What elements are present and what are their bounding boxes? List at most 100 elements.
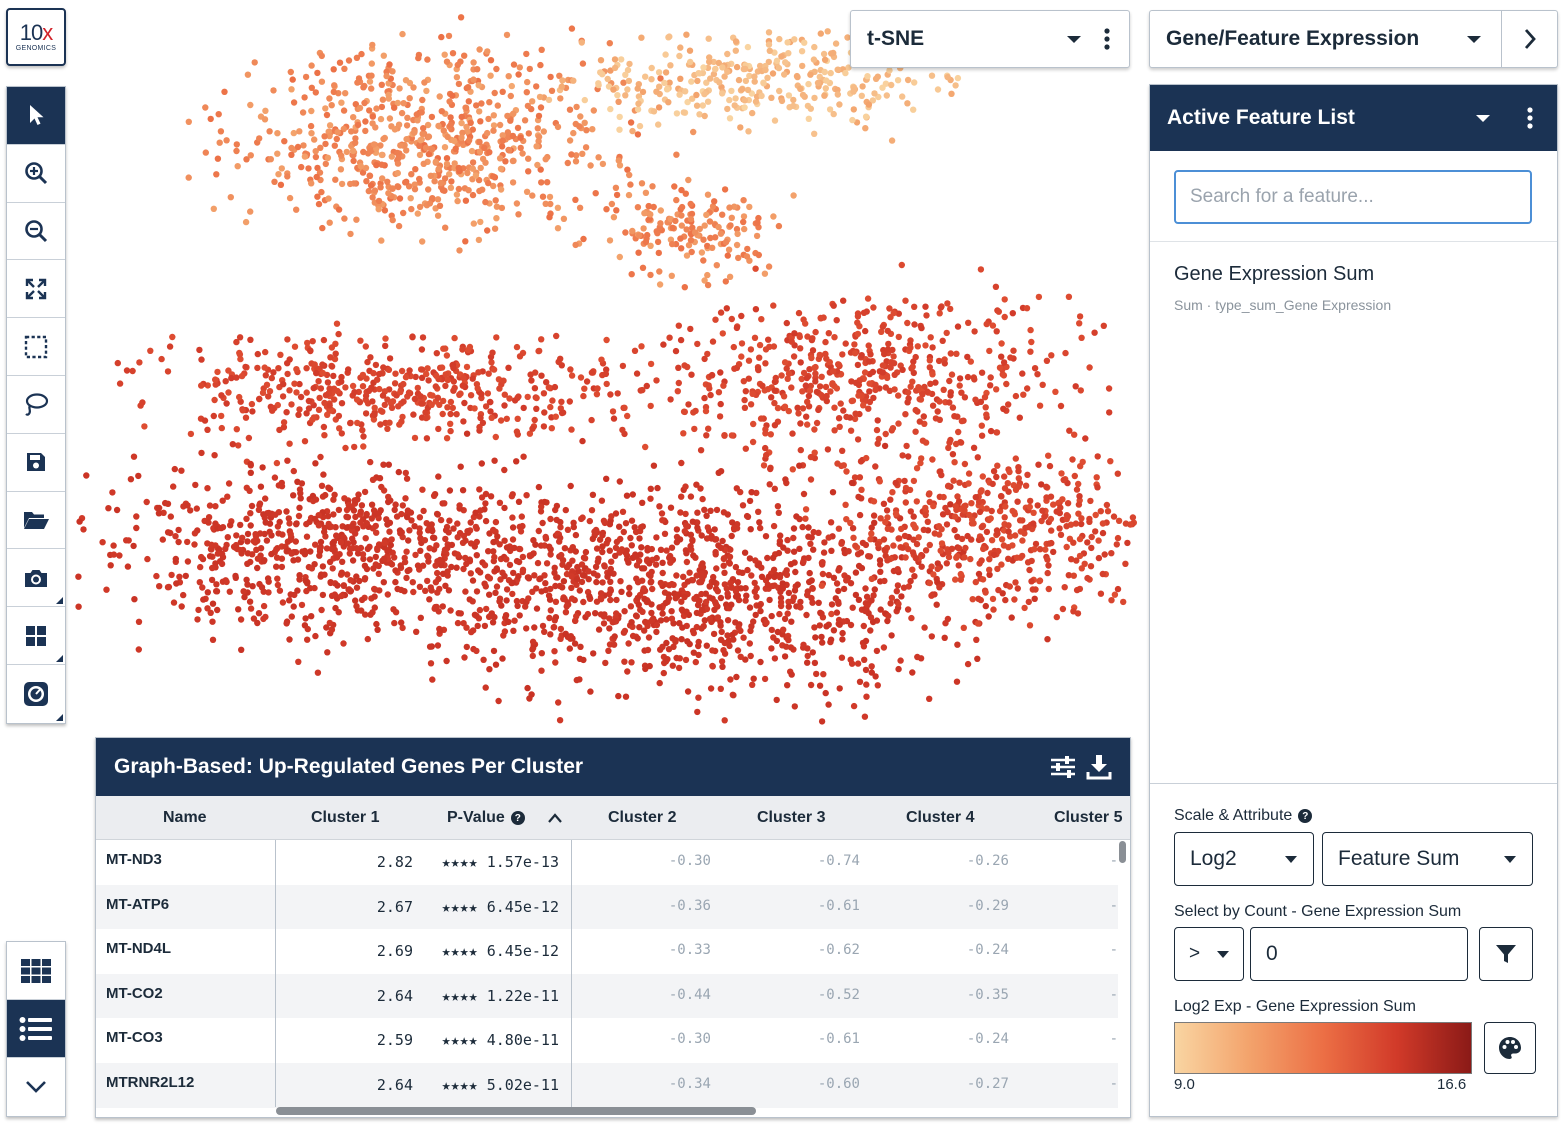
table-row[interactable]: MT-CO3 2.59 ★★★★ 4.80e-11 -0.30 -0.61 -0.24-: [96, 1018, 1118, 1063]
color-palette-button[interactable]: [1484, 1022, 1536, 1074]
help-icon[interactable]: ?: [1298, 809, 1313, 823]
cell-point: [366, 107, 373, 114]
cell-point: [680, 408, 688, 415]
cell-point: [212, 503, 219, 510]
vertical-scrollbar[interactable]: [1119, 841, 1126, 863]
column-header-cluster-2[interactable]: Cluster 2: [608, 809, 677, 826]
help-icon[interactable]: ?: [510, 811, 525, 825]
cell-point: [809, 347, 817, 354]
feature-search-input[interactable]: [1174, 170, 1532, 224]
cell-point: [237, 616, 245, 623]
table-row[interactable]: MT-ATP6 2.67 ★★★★ 6.45e-12 -0.36 -0.61 -0.29-: [96, 884, 1118, 930]
expand-panel-button[interactable]: [1501, 11, 1557, 67]
cell-point: [1038, 481, 1045, 488]
cell-point: [501, 402, 508, 409]
cell-point: [791, 36, 798, 43]
cell-point: [851, 341, 858, 348]
layout-button[interactable]: [7, 607, 65, 665]
cell-point: [340, 582, 347, 589]
cell-point: [488, 414, 495, 421]
cell-point: [704, 350, 711, 358]
gauge-button[interactable]: [7, 664, 65, 723]
cell-point: [156, 583, 163, 590]
screenshot-button[interactable]: [7, 549, 65, 608]
horizontal-scrollbar[interactable]: [276, 1107, 756, 1115]
cell-point: [409, 579, 416, 586]
column-divider: [275, 840, 276, 1107]
cell-point: [225, 480, 233, 487]
zoom-in-button[interactable]: [7, 144, 65, 203]
scale-dropdown[interactable]: Log2: [1174, 832, 1314, 886]
table-row[interactable]: MT-ND3 2.82 ★★★★ 1.57e-13 -0.30 -0.74 -0.26-: [96, 840, 1118, 885]
cell-point: [262, 519, 269, 526]
count-input[interactable]: 0: [1250, 927, 1468, 981]
cell-point: [835, 525, 843, 532]
cell-point: [423, 414, 430, 422]
column-header-name[interactable]: Name: [163, 809, 207, 826]
projection-dropdown[interactable]: t-SNE: [850, 10, 1130, 68]
collapse-panel-button[interactable]: [7, 1058, 65, 1116]
cell-point: [484, 227, 491, 234]
column-header-p-value[interactable]: P-Value ?: [447, 809, 563, 827]
table-row[interactable]: MTRNR2L12 2.64 ★★★★ 5.02e-11 -0.34 -0.60 -0.2…: [96, 1062, 1118, 1108]
cell-point: [607, 391, 614, 398]
palette-icon: [1499, 1037, 1521, 1059]
fit-to-screen-button[interactable]: [7, 260, 65, 319]
cell-point: [601, 562, 608, 569]
box-select-button[interactable]: [7, 318, 65, 376]
tsne-scatter-plot[interactable]: [70, 0, 1145, 740]
cell-point: [685, 401, 692, 408]
cell-point: [954, 641, 961, 648]
more-vertical-icon[interactable]: [1526, 106, 1534, 130]
cell-point: [738, 312, 745, 320]
column-header-cluster-4[interactable]: Cluster 4: [906, 809, 975, 826]
cell-point: [1005, 555, 1012, 562]
cell-point: [678, 598, 685, 605]
cell-point: [440, 127, 447, 134]
cell-point: [408, 205, 415, 213]
sort-ascending-icon[interactable]: [547, 812, 563, 824]
cell-point: [659, 559, 666, 566]
cell-point: [741, 549, 749, 556]
cell-point: [255, 610, 263, 617]
zoom-out-button[interactable]: [7, 202, 65, 261]
cell-point: [433, 542, 440, 549]
cell-point: [1009, 310, 1016, 317]
more-vertical-icon[interactable]: [1103, 27, 1111, 51]
download-icon[interactable]: [1086, 754, 1112, 780]
cell-point: [600, 517, 608, 524]
list-view-button[interactable]: [7, 1000, 65, 1058]
operator-dropdown[interactable]: >: [1174, 927, 1244, 981]
sliders-icon[interactable]: [1050, 756, 1076, 778]
cell-point: [324, 154, 332, 161]
feature-item-name[interactable]: Gene Expression Sum: [1174, 263, 1375, 285]
column-header-cluster-5[interactable]: Cluster 5: [1054, 809, 1123, 826]
cell-point: [434, 569, 441, 577]
cell-point: [884, 374, 891, 382]
caret-down-icon[interactable]: [1476, 114, 1490, 122]
cell-point: [525, 130, 532, 137]
cell-point: [692, 658, 699, 666]
table-row[interactable]: MT-ND4L 2.69 ★★★★ 6.45e-12 -0.33 -0.62 -0.24-: [96, 929, 1118, 974]
save-button[interactable]: [7, 433, 65, 492]
cell-point: [855, 596, 863, 603]
table-row[interactable]: MT-CO2 2.64 ★★★★ 1.22e-11 -0.44 -0.52 -0.35-: [96, 973, 1118, 1019]
lasso-select-button[interactable]: [7, 375, 65, 434]
cell-point: [435, 473, 442, 480]
cell-point: [1070, 539, 1077, 546]
pointer-tool-button[interactable]: [7, 87, 65, 145]
open-folder-button[interactable]: [7, 491, 65, 550]
cell-point: [687, 237, 695, 244]
column-header-cluster-1[interactable]: Cluster 1: [311, 809, 380, 826]
cell-point: [679, 624, 686, 631]
column-header-cluster-3[interactable]: Cluster 3: [757, 809, 826, 826]
cell-point: [808, 577, 815, 584]
cell-point: [499, 655, 506, 662]
filter-button[interactable]: [1479, 927, 1533, 981]
grid-view-button[interactable]: [7, 942, 65, 1000]
panel-mode-dropdown[interactable]: Gene/Feature Expression: [1149, 10, 1558, 68]
cell-point: [771, 399, 778, 407]
attribute-dropdown[interactable]: Feature Sum: [1322, 832, 1533, 886]
cell-point: [742, 597, 749, 604]
cell-point: [450, 364, 457, 372]
